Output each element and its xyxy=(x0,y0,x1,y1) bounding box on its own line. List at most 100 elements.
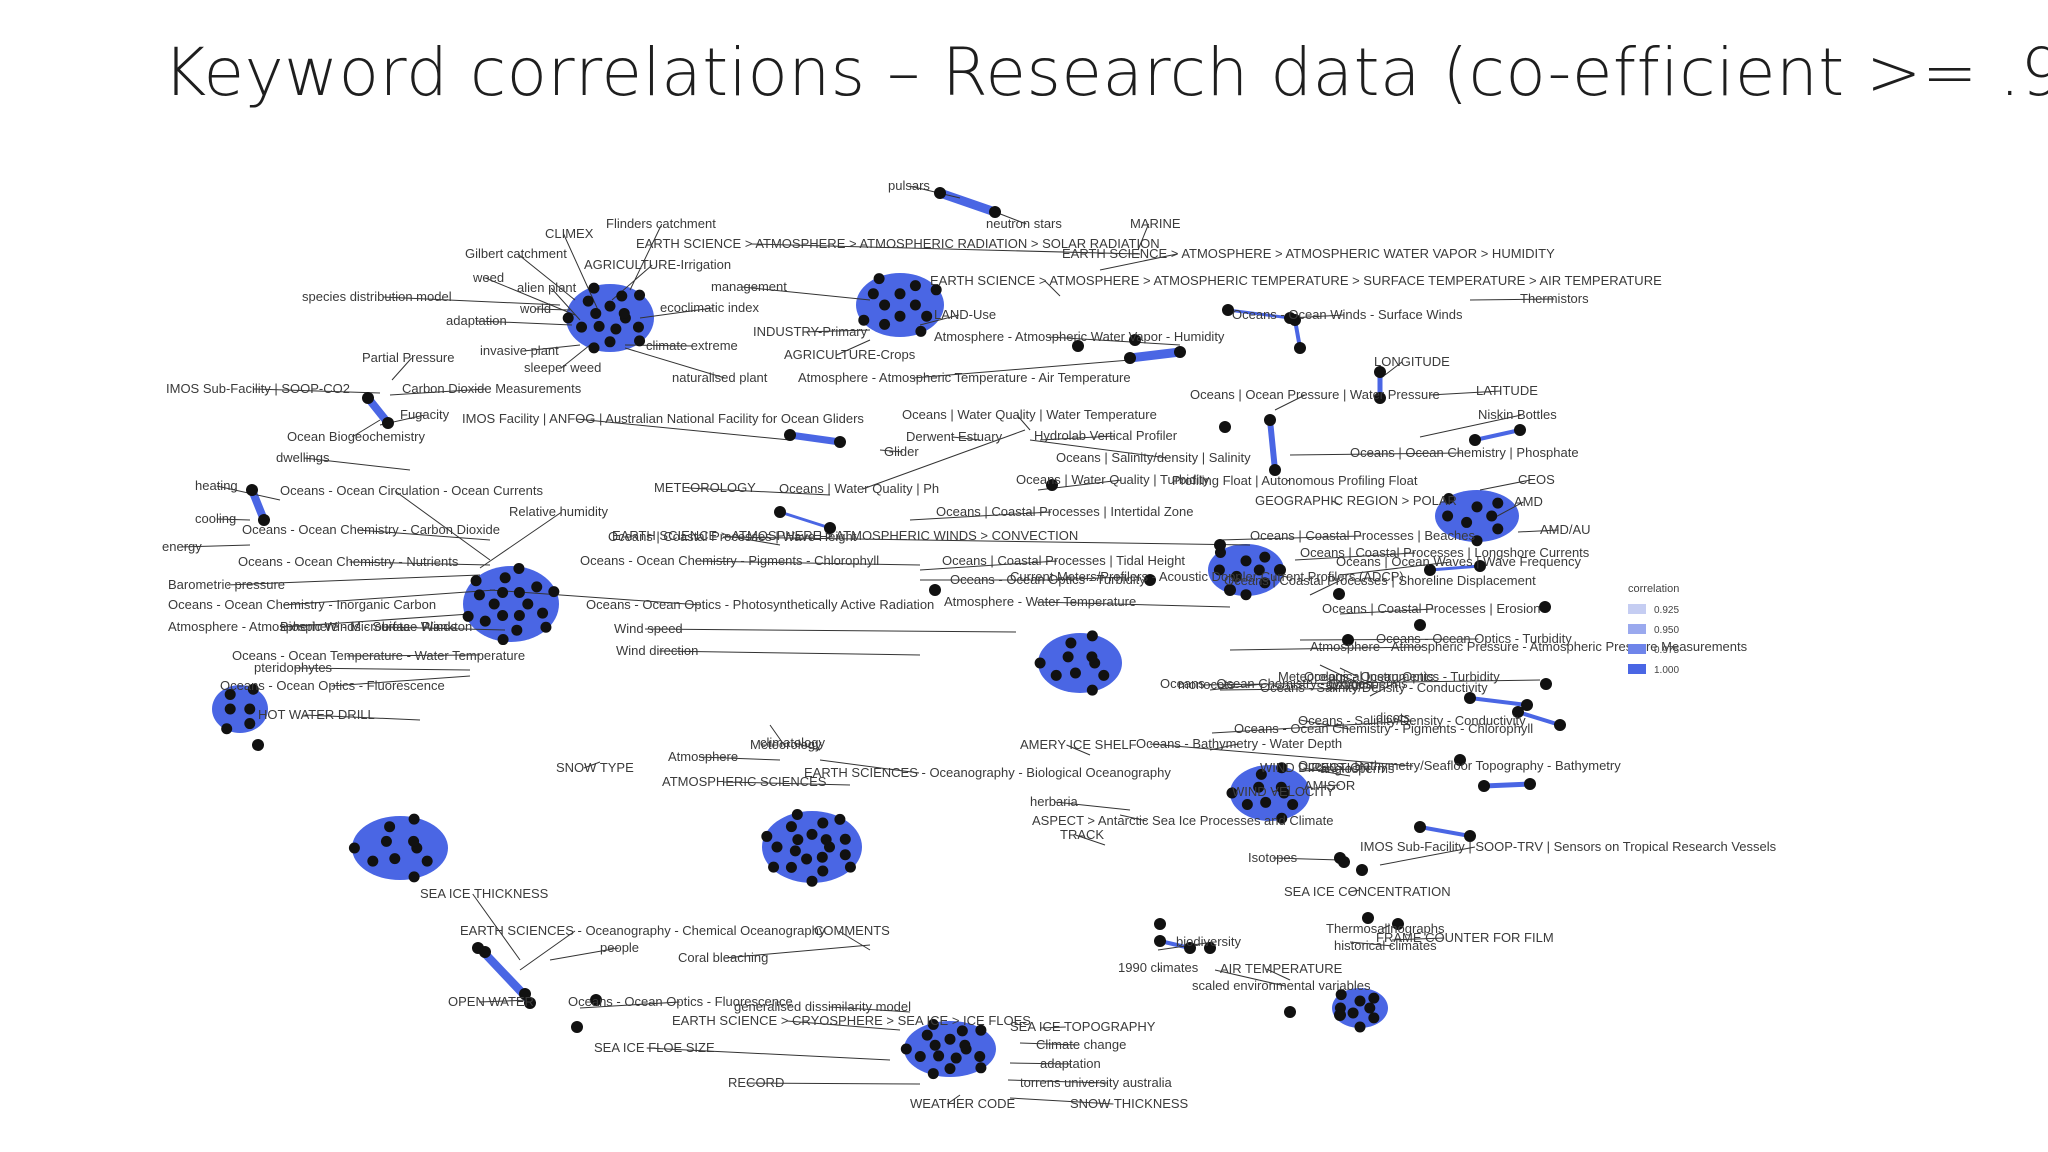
label-leader-line xyxy=(919,314,959,326)
graph-node xyxy=(367,855,379,867)
keyword-label: Oceans - Salinity/Density - Conductivity xyxy=(1298,713,1526,728)
graph-node xyxy=(618,307,630,319)
graph-node xyxy=(900,1043,912,1055)
keyword-label: SEA ICE CONCENTRATION xyxy=(1284,884,1451,899)
label-leader-line xyxy=(1049,576,1126,581)
keyword-label: alien plant xyxy=(517,280,577,295)
graph-node xyxy=(1356,864,1368,876)
keyword-label: Oceans - Ocean Temperature - Water Tempe… xyxy=(232,648,525,663)
graph-node xyxy=(820,834,832,846)
label-leader-line xyxy=(550,287,581,321)
graph-node xyxy=(975,1024,987,1036)
label-leader-line xyxy=(1054,801,1131,811)
label-leader-line xyxy=(478,999,531,1003)
label-leader-line xyxy=(1319,664,1361,685)
label-leader-line xyxy=(303,457,411,471)
graph-node xyxy=(1334,852,1346,864)
graph-node xyxy=(1222,304,1234,316)
graph-node xyxy=(1065,637,1077,649)
graph-node xyxy=(513,610,525,622)
label-leader-lines xyxy=(180,185,1559,1105)
label-leader-line xyxy=(644,628,1017,633)
keyword-label: Oceans - Ocean Chemistry - Carbon Dioxid… xyxy=(242,522,500,537)
keyword-label: Oceans - Ocean Chemistry - Oxygen xyxy=(1160,676,1373,691)
label-leader-line xyxy=(750,243,1141,255)
graph-node xyxy=(1240,555,1252,567)
keyword-label: GEOGRAPHIC REGION > POLAR xyxy=(1255,493,1457,508)
keyword-label: LONGITUDE xyxy=(1374,354,1450,369)
keyword-label: ASPECT > Antarctic Sea Ice Processes and… xyxy=(1032,813,1333,828)
label-leader-line xyxy=(1039,1026,1066,1029)
keyword-label: MARINE xyxy=(1130,216,1181,231)
graph-node xyxy=(816,851,828,863)
label-leader-line xyxy=(1036,601,1231,608)
graph-node xyxy=(610,323,622,335)
keyword-label: Oceans - Ocean Optics - Fluorescence xyxy=(568,994,793,1009)
graph-edge xyxy=(482,949,528,997)
graph-node xyxy=(1284,312,1296,324)
keyword-label: FRAME COUNTER FOR FILM xyxy=(1376,930,1554,945)
keyword-label: WIND DIRECTION xyxy=(1260,760,1370,775)
graph-node xyxy=(1219,421,1231,433)
keyword-label: world xyxy=(519,301,551,316)
label-leader-line xyxy=(226,574,481,586)
graph-node xyxy=(524,997,536,1009)
label-leader-line xyxy=(698,756,781,761)
label-leader-line xyxy=(282,589,496,606)
graph-node xyxy=(224,688,236,700)
keyword-label: EARTH SCIENCES - Oceanography - Biologic… xyxy=(804,765,1171,780)
graph-node xyxy=(1442,510,1454,522)
graph-node xyxy=(408,813,420,825)
graph-node xyxy=(1204,942,1216,954)
legend-swatch xyxy=(1628,624,1646,634)
label-leader-line xyxy=(1384,361,1403,376)
graph-edge xyxy=(1481,781,1533,789)
label-leader-line xyxy=(1048,336,1181,346)
graph-node xyxy=(1154,918,1166,930)
graph-node xyxy=(470,575,482,587)
graph-node xyxy=(384,821,396,833)
graph-node xyxy=(246,484,258,496)
graph-node xyxy=(479,615,491,627)
graph-node xyxy=(806,875,818,887)
keyword-label: OPEN WATER xyxy=(448,994,534,1009)
graph-node xyxy=(934,187,946,199)
keyword-label: EARTH SCIENCE > ATMOSPHERE > ATMOSPHERIC… xyxy=(636,236,1160,251)
graph-edge xyxy=(935,188,1000,217)
keyword-label: Atmosphere - Atmospheric Pressure - Atmo… xyxy=(1310,639,1748,654)
graph-node xyxy=(1226,787,1238,799)
keyword-label: adaptation xyxy=(1040,1056,1101,1071)
keyword-label: Oceans | Coastal Processes | Wave Height xyxy=(608,529,857,544)
label-leader-line xyxy=(382,296,561,306)
label-leader-line xyxy=(1229,646,1426,651)
correlation-legend: correlation 0.925 0.950 0.975 1.000 xyxy=(1628,583,1679,676)
keyword-label: Oceans - Ocean Chemistry - Nutrients xyxy=(238,554,459,569)
keyword-label: Partial Pressure xyxy=(362,350,454,365)
graph-node xyxy=(761,830,773,842)
graph-node xyxy=(1241,799,1253,811)
graph-node xyxy=(894,310,906,322)
graph-node xyxy=(221,723,233,735)
graph-node xyxy=(785,861,797,873)
graph-node xyxy=(1539,601,1551,613)
graph-node xyxy=(540,621,552,633)
label-leader-line xyxy=(1039,435,1115,441)
graph-node xyxy=(1512,706,1524,718)
graph-node xyxy=(879,318,891,330)
graph-node xyxy=(909,280,921,292)
label-leader-line xyxy=(351,419,381,438)
graph-node xyxy=(1374,366,1386,378)
graph-node xyxy=(421,855,433,867)
graph-node xyxy=(1514,424,1526,436)
graph-node xyxy=(497,634,509,646)
legend-item-label: 0.925 xyxy=(1654,605,1679,616)
keyword-label: AMD xyxy=(1514,494,1543,509)
graph-node xyxy=(785,821,797,833)
graph-node xyxy=(894,288,906,300)
label-leader-line xyxy=(1029,439,1168,459)
graph-node xyxy=(1255,768,1267,780)
keyword-label: Oceans | Coastal Processes | Intertidal … xyxy=(936,504,1194,519)
label-leader-line xyxy=(519,930,576,971)
keyword-label: Wind direction xyxy=(616,643,698,658)
graph-node xyxy=(1486,510,1498,522)
